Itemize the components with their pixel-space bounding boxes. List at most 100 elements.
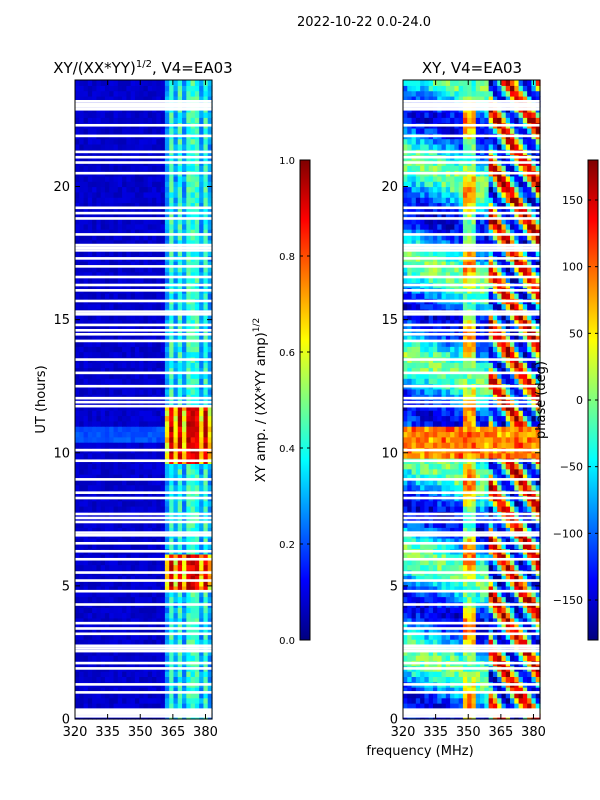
heatmap-cell — [514, 585, 520, 592]
heatmap-cell — [143, 388, 149, 395]
heatmap-cell — [173, 442, 179, 449]
heatmap-cell — [535, 639, 541, 646]
heatmap-cell — [87, 516, 93, 523]
heatmap-cell — [164, 463, 170, 470]
heatmap-cell — [87, 404, 93, 411]
heatmap-cell — [535, 596, 541, 603]
heatmap-cell — [126, 591, 132, 598]
heatmap-cell — [203, 367, 209, 374]
heatmap-cell — [152, 436, 157, 443]
heatmap-cell — [169, 303, 175, 310]
heatmap-cell — [164, 612, 170, 619]
heatmap-cell — [87, 500, 93, 507]
heatmap-cell — [160, 442, 166, 449]
heatmap-cell — [122, 500, 127, 507]
heatmap-cell — [518, 596, 524, 603]
heatmap-cell — [92, 410, 98, 417]
heatmap-cell — [199, 410, 205, 417]
heatmap-cell — [480, 591, 485, 598]
heatmap-cell — [117, 80, 123, 86]
heatmap-cell — [407, 687, 413, 693]
heatmap-cell — [79, 692, 85, 699]
heatmap-cell — [190, 628, 196, 635]
heatmap-cell — [169, 474, 175, 480]
heatmap-cell — [186, 436, 192, 443]
heatmap-cell — [87, 202, 93, 209]
heatmap-cell — [177, 607, 183, 614]
heatmap-cell — [199, 580, 205, 587]
heatmap-cell — [117, 388, 123, 395]
heatmap-cell — [177, 639, 183, 646]
heatmap-cell — [139, 623, 145, 630]
heatmap-cell — [177, 266, 183, 273]
heatmap-cell — [113, 612, 119, 619]
heatmap-cell — [182, 559, 187, 566]
heatmap-cell — [182, 415, 187, 422]
heatmap-cell — [190, 521, 196, 528]
heatmap-cell — [152, 372, 157, 379]
heatmap-cell — [156, 468, 162, 475]
heatmap-cell — [505, 623, 511, 630]
heatmap-cell — [83, 442, 89, 449]
heatmap-cell — [177, 521, 183, 528]
heatmap-cell — [122, 197, 127, 204]
heatmap-cell — [475, 692, 481, 699]
heatmap-cell — [480, 553, 485, 560]
heatmap-cell — [122, 181, 127, 188]
heatmap-cell — [454, 564, 460, 571]
heatmap-cell — [177, 671, 183, 677]
heatmap-cell — [177, 506, 183, 512]
heatmap-cell — [160, 591, 166, 598]
heatmap-cell — [207, 537, 213, 544]
heatmap-cell — [130, 367, 136, 374]
heatmap-cell — [122, 633, 127, 640]
heatmap-cell — [186, 372, 192, 379]
heatmap-cell — [87, 426, 93, 433]
heatmap-cell — [471, 628, 477, 635]
heatmap-cell — [104, 165, 110, 172]
heatmap-cell — [83, 426, 89, 433]
heatmap-cell — [488, 564, 494, 571]
heatmap-cell — [130, 516, 136, 523]
heatmap-cell — [497, 655, 503, 662]
heatmap-cell — [432, 639, 438, 646]
heatmap-cell — [75, 223, 80, 230]
heatmap-cell — [173, 628, 179, 635]
heatmap-cell — [407, 575, 413, 582]
heatmap-cell — [87, 639, 93, 646]
heatmap-cell — [207, 410, 213, 417]
heatmap-cell — [147, 537, 153, 544]
heatmap-cell — [510, 612, 515, 619]
heatmap-cell — [190, 277, 196, 283]
heatmap-cell — [411, 553, 417, 560]
heatmap-cell — [458, 649, 464, 656]
heatmap-cell — [407, 596, 413, 603]
heatmap-cell — [100, 271, 106, 278]
heatmap-cell — [488, 612, 494, 619]
heatmap-cell — [194, 324, 200, 331]
heatmap-cell — [164, 95, 170, 102]
heatmap-cell — [203, 266, 209, 273]
heatmap-cell — [92, 617, 98, 624]
heatmap-cell — [122, 340, 127, 347]
heatmap-cell — [139, 367, 145, 374]
heatmap-cell — [428, 628, 434, 635]
heatmap-cell — [501, 617, 507, 624]
heatmap-cell — [190, 420, 196, 427]
heatmap-cell — [113, 213, 119, 220]
heatmap-cell — [79, 372, 85, 379]
heatmap-cell — [160, 537, 166, 544]
heatmap-cell — [126, 607, 132, 614]
heatmap-cell — [186, 655, 192, 662]
heatmap-cell — [194, 367, 200, 374]
heatmap-cell — [100, 165, 106, 172]
heatmap-cell — [160, 463, 166, 470]
heatmap-cell — [467, 697, 473, 704]
heatmap-cell — [126, 335, 132, 342]
heatmap-cell — [177, 117, 183, 124]
heatmap-cell — [83, 628, 89, 635]
heatmap-cell — [83, 303, 89, 310]
heatmap-cell — [467, 655, 473, 662]
heatmap-cell — [514, 575, 520, 582]
heatmap-cell — [441, 623, 447, 630]
